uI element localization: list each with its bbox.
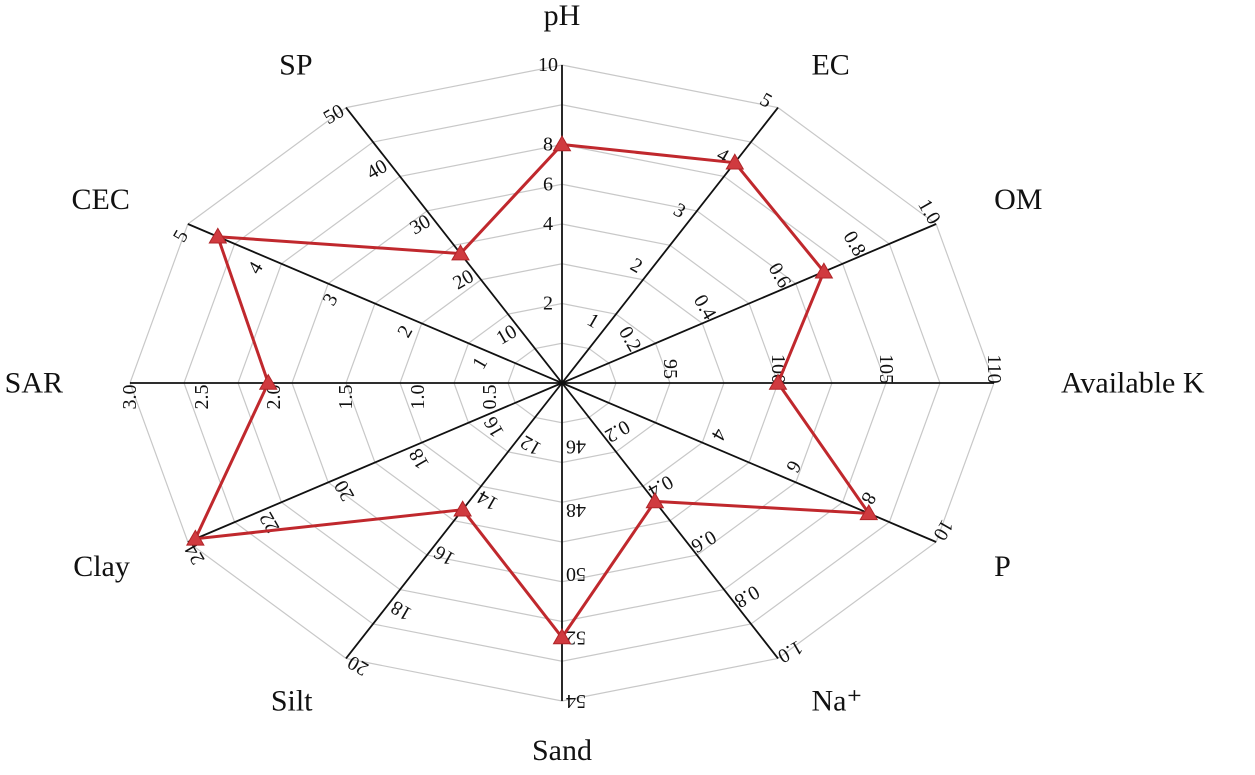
axis-label-clay: Clay: [73, 550, 130, 583]
tick-label-cec: 2: [393, 322, 417, 342]
tick-label-sand: 46: [566, 436, 586, 458]
tick-label-ph: 10: [538, 54, 558, 76]
axis-label-p: P: [994, 550, 1011, 583]
tick-label-available-k: 100: [767, 354, 789, 384]
axis-line-om: [561, 223, 937, 384]
tick-label-om: 0.4: [689, 291, 721, 324]
tick-label-ec: 3: [670, 199, 690, 223]
tick-label-na: 0.4: [644, 470, 677, 502]
data-point-sand: [552, 628, 572, 645]
axis-line-silt: [345, 382, 563, 659]
tick-label-ph: 4: [543, 213, 553, 235]
tick-label-cec: 5: [169, 226, 193, 246]
data-point-ph: [552, 135, 572, 152]
axis-label-na: Na⁺: [811, 685, 862, 718]
data-point-available-k: [768, 373, 788, 390]
tick-label-sar: 1.5: [335, 385, 357, 410]
tick-label-om: 0.8: [839, 227, 871, 260]
axis-line-ec: [561, 107, 779, 384]
tick-label-om: 0.2: [614, 323, 646, 356]
tick-label-p: 4: [707, 425, 731, 445]
tick-label-ph: 2: [543, 293, 553, 315]
axis-line-clay: [187, 382, 563, 543]
tick-label-na: 0.8: [731, 581, 764, 613]
data-point-sar: [258, 373, 278, 390]
tick-label-ph: 6: [543, 173, 553, 195]
axis-label-sar: SAR: [5, 367, 63, 400]
tick-label-ec: 1: [583, 309, 603, 333]
tick-label-na: 0.6: [687, 525, 720, 557]
tick-label-sar: 0.5: [479, 385, 501, 410]
tick-label-available-k: 105: [875, 354, 897, 384]
axes: [130, 65, 994, 701]
tick-label-sar: 3.0: [119, 385, 141, 410]
axis-line-na: [561, 382, 779, 659]
tick-label-sand: 48: [566, 499, 586, 521]
axis-label-cec: CEC: [72, 183, 130, 216]
data-point-ec: [725, 153, 745, 170]
data-point-silt: [453, 500, 473, 517]
tick-label-cec: 4: [244, 258, 268, 278]
data-point-sp: [451, 244, 470, 261]
data-point-cec: [208, 227, 228, 244]
axis-label-sand: Sand: [532, 734, 592, 767]
tick-label-sp: 50: [320, 100, 348, 129]
data-point-clay: [185, 529, 205, 546]
tick-label-sand: 50: [566, 563, 586, 585]
axis-line-p: [561, 382, 937, 543]
axis-label-ec: EC: [811, 48, 849, 81]
axis-labels: pH EC OM Available K P Na⁺ Sand Silt Clay SAR CEC S…: [5, 0, 1205, 767]
data-point-om: [814, 262, 834, 279]
tick-label-ec: 5: [756, 89, 776, 113]
tick-label-available-k: 110: [983, 354, 1005, 383]
tick-label-sar: 2.5: [191, 385, 213, 410]
tick-label-available-k: 95: [659, 359, 681, 379]
tick-label-om: 1.0: [913, 196, 945, 229]
tick-label-ec: 2: [626, 254, 646, 278]
axis-line-sp: [345, 107, 563, 384]
tick-label-ph: 8: [543, 134, 553, 156]
data-point-p: [859, 503, 879, 521]
axis-label-ph: pH: [544, 0, 581, 32]
tick-label-cec: 3: [319, 290, 343, 310]
axis-label-available-k: Available K: [1061, 367, 1205, 400]
data-point-na: [645, 492, 665, 509]
tick-label-sar: 2.0: [263, 385, 285, 410]
axis-label-sp: SP: [279, 48, 312, 81]
tick-label-p: 6: [781, 456, 805, 476]
tick-label-sar: 1.0: [407, 385, 429, 410]
axis-label-silt: Silt: [271, 685, 313, 718]
series-line: [193, 143, 871, 639]
data-series: [185, 135, 879, 645]
axis-line-cec: [187, 223, 563, 384]
tick-label-sand: 54: [566, 690, 586, 712]
tick-label-sand: 52: [566, 626, 586, 648]
axis-label-om: OM: [994, 183, 1042, 216]
tick-label-cec: 1: [468, 353, 492, 373]
